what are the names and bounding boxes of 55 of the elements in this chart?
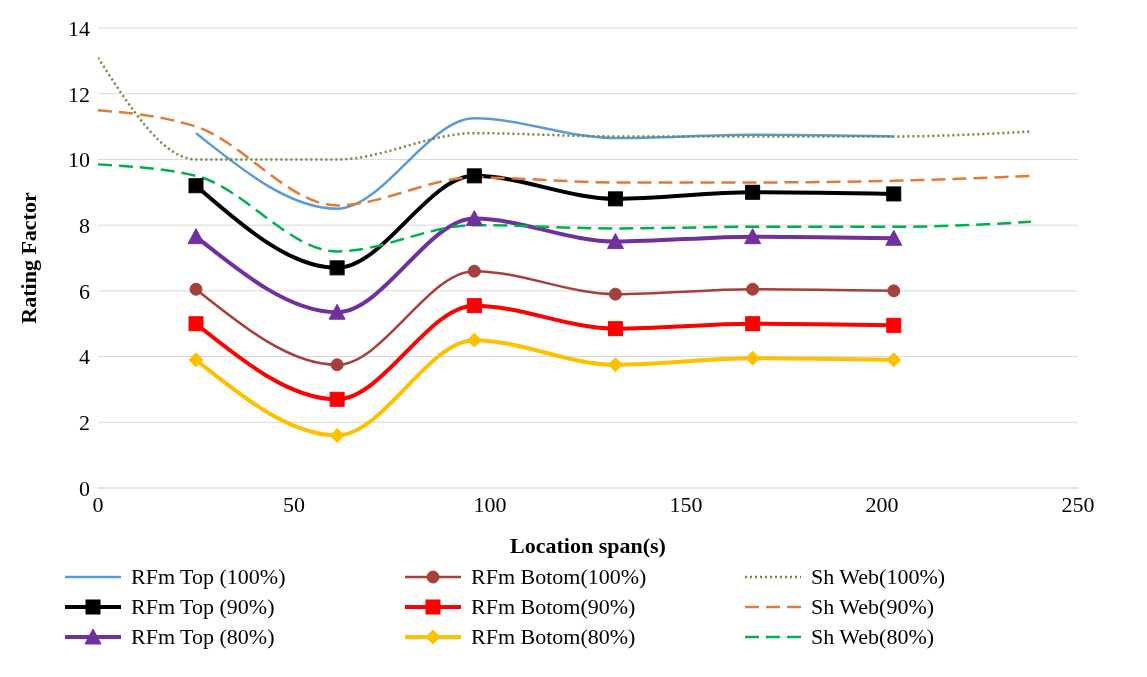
legend-label: RFm Botom(80%)	[471, 624, 636, 650]
point	[467, 264, 481, 278]
point	[329, 391, 345, 407]
point	[328, 303, 346, 320]
x-tick-label: 150	[669, 491, 703, 517]
y-tick-label: 2	[79, 410, 90, 436]
legend-label: RFm Top (90%)	[131, 594, 275, 620]
legend-label: Sh Web(100%)	[811, 564, 946, 590]
y-tick-label: 6	[79, 278, 90, 304]
legend-label: RFm Top (80%)	[131, 624, 275, 650]
point	[466, 298, 482, 314]
point	[607, 321, 623, 337]
y-tick-label: 4	[79, 344, 90, 370]
point	[745, 350, 761, 366]
legend-label: RFm Botom(90%)	[471, 594, 636, 620]
point	[329, 260, 345, 276]
y-tick-label: 14	[68, 15, 90, 41]
y-tick-label: 0	[79, 475, 90, 501]
legend-label: RFm Botom(100%)	[471, 564, 647, 590]
point	[886, 352, 902, 368]
y-tick-label: 12	[68, 81, 90, 107]
point	[886, 317, 902, 333]
point	[745, 316, 761, 332]
x-tick-label: 250	[1061, 491, 1095, 517]
point	[187, 228, 205, 245]
point	[188, 316, 204, 332]
point	[607, 191, 623, 207]
point	[466, 168, 482, 184]
point	[465, 210, 483, 227]
legend-label: Sh Web(90%)	[811, 594, 935, 620]
y-axis-title: Rating Factor	[15, 192, 41, 324]
point	[885, 229, 903, 246]
x-tick-label: 200	[865, 491, 899, 517]
x-tick-label: 100	[473, 491, 507, 517]
point	[466, 332, 482, 348]
point	[188, 178, 204, 194]
point	[607, 357, 623, 373]
point	[606, 233, 624, 250]
point	[329, 427, 345, 443]
point	[189, 282, 203, 296]
line-series	[98, 163, 1033, 253]
point	[886, 186, 902, 202]
y-tick-label: 8	[79, 212, 90, 238]
y-tick-label: 10	[68, 147, 90, 173]
point	[746, 282, 760, 296]
x-axis-title: Location span(s)	[510, 533, 666, 558]
point	[887, 284, 901, 298]
x-tick-label: 50	[283, 491, 305, 517]
point	[744, 228, 762, 245]
point	[745, 184, 761, 200]
point	[330, 358, 344, 372]
point	[608, 287, 622, 301]
legend-label: Sh Web(80%)	[811, 624, 935, 650]
legend-label: RFm Top (100%)	[131, 564, 286, 590]
point	[188, 352, 204, 368]
